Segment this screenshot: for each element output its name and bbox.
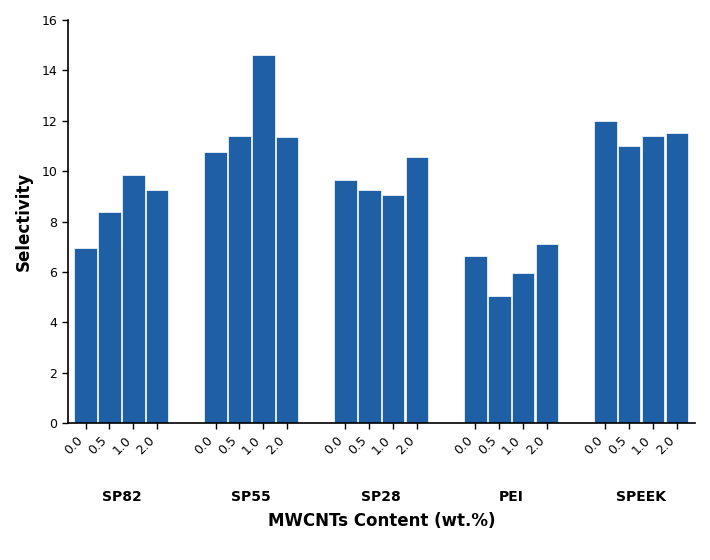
Bar	[252, 55, 275, 423]
Bar	[122, 175, 145, 423]
Text: SP55: SP55	[231, 490, 271, 504]
Bar	[204, 152, 226, 423]
Bar	[642, 136, 665, 423]
Bar	[618, 146, 640, 423]
X-axis label: MWCNTs Content (wt.%): MWCNTs Content (wt.%)	[268, 512, 495, 530]
Bar	[75, 248, 97, 423]
Bar	[406, 157, 428, 423]
Y-axis label: Selectivity: Selectivity	[15, 172, 33, 271]
Bar	[536, 244, 558, 423]
Bar	[358, 190, 381, 423]
Text: SP28: SP28	[361, 490, 401, 504]
Bar	[382, 195, 405, 423]
Bar	[512, 273, 535, 423]
Bar	[666, 133, 688, 423]
Bar	[334, 180, 356, 423]
Bar	[146, 190, 168, 423]
Bar	[228, 136, 251, 423]
Bar	[276, 137, 298, 423]
Bar	[98, 212, 121, 423]
Text: PEI: PEI	[499, 490, 524, 504]
Text: SP82: SP82	[102, 490, 141, 504]
Bar	[464, 256, 486, 423]
Bar	[594, 121, 616, 423]
Text: SPEEK: SPEEK	[616, 490, 666, 504]
Bar	[488, 296, 510, 423]
